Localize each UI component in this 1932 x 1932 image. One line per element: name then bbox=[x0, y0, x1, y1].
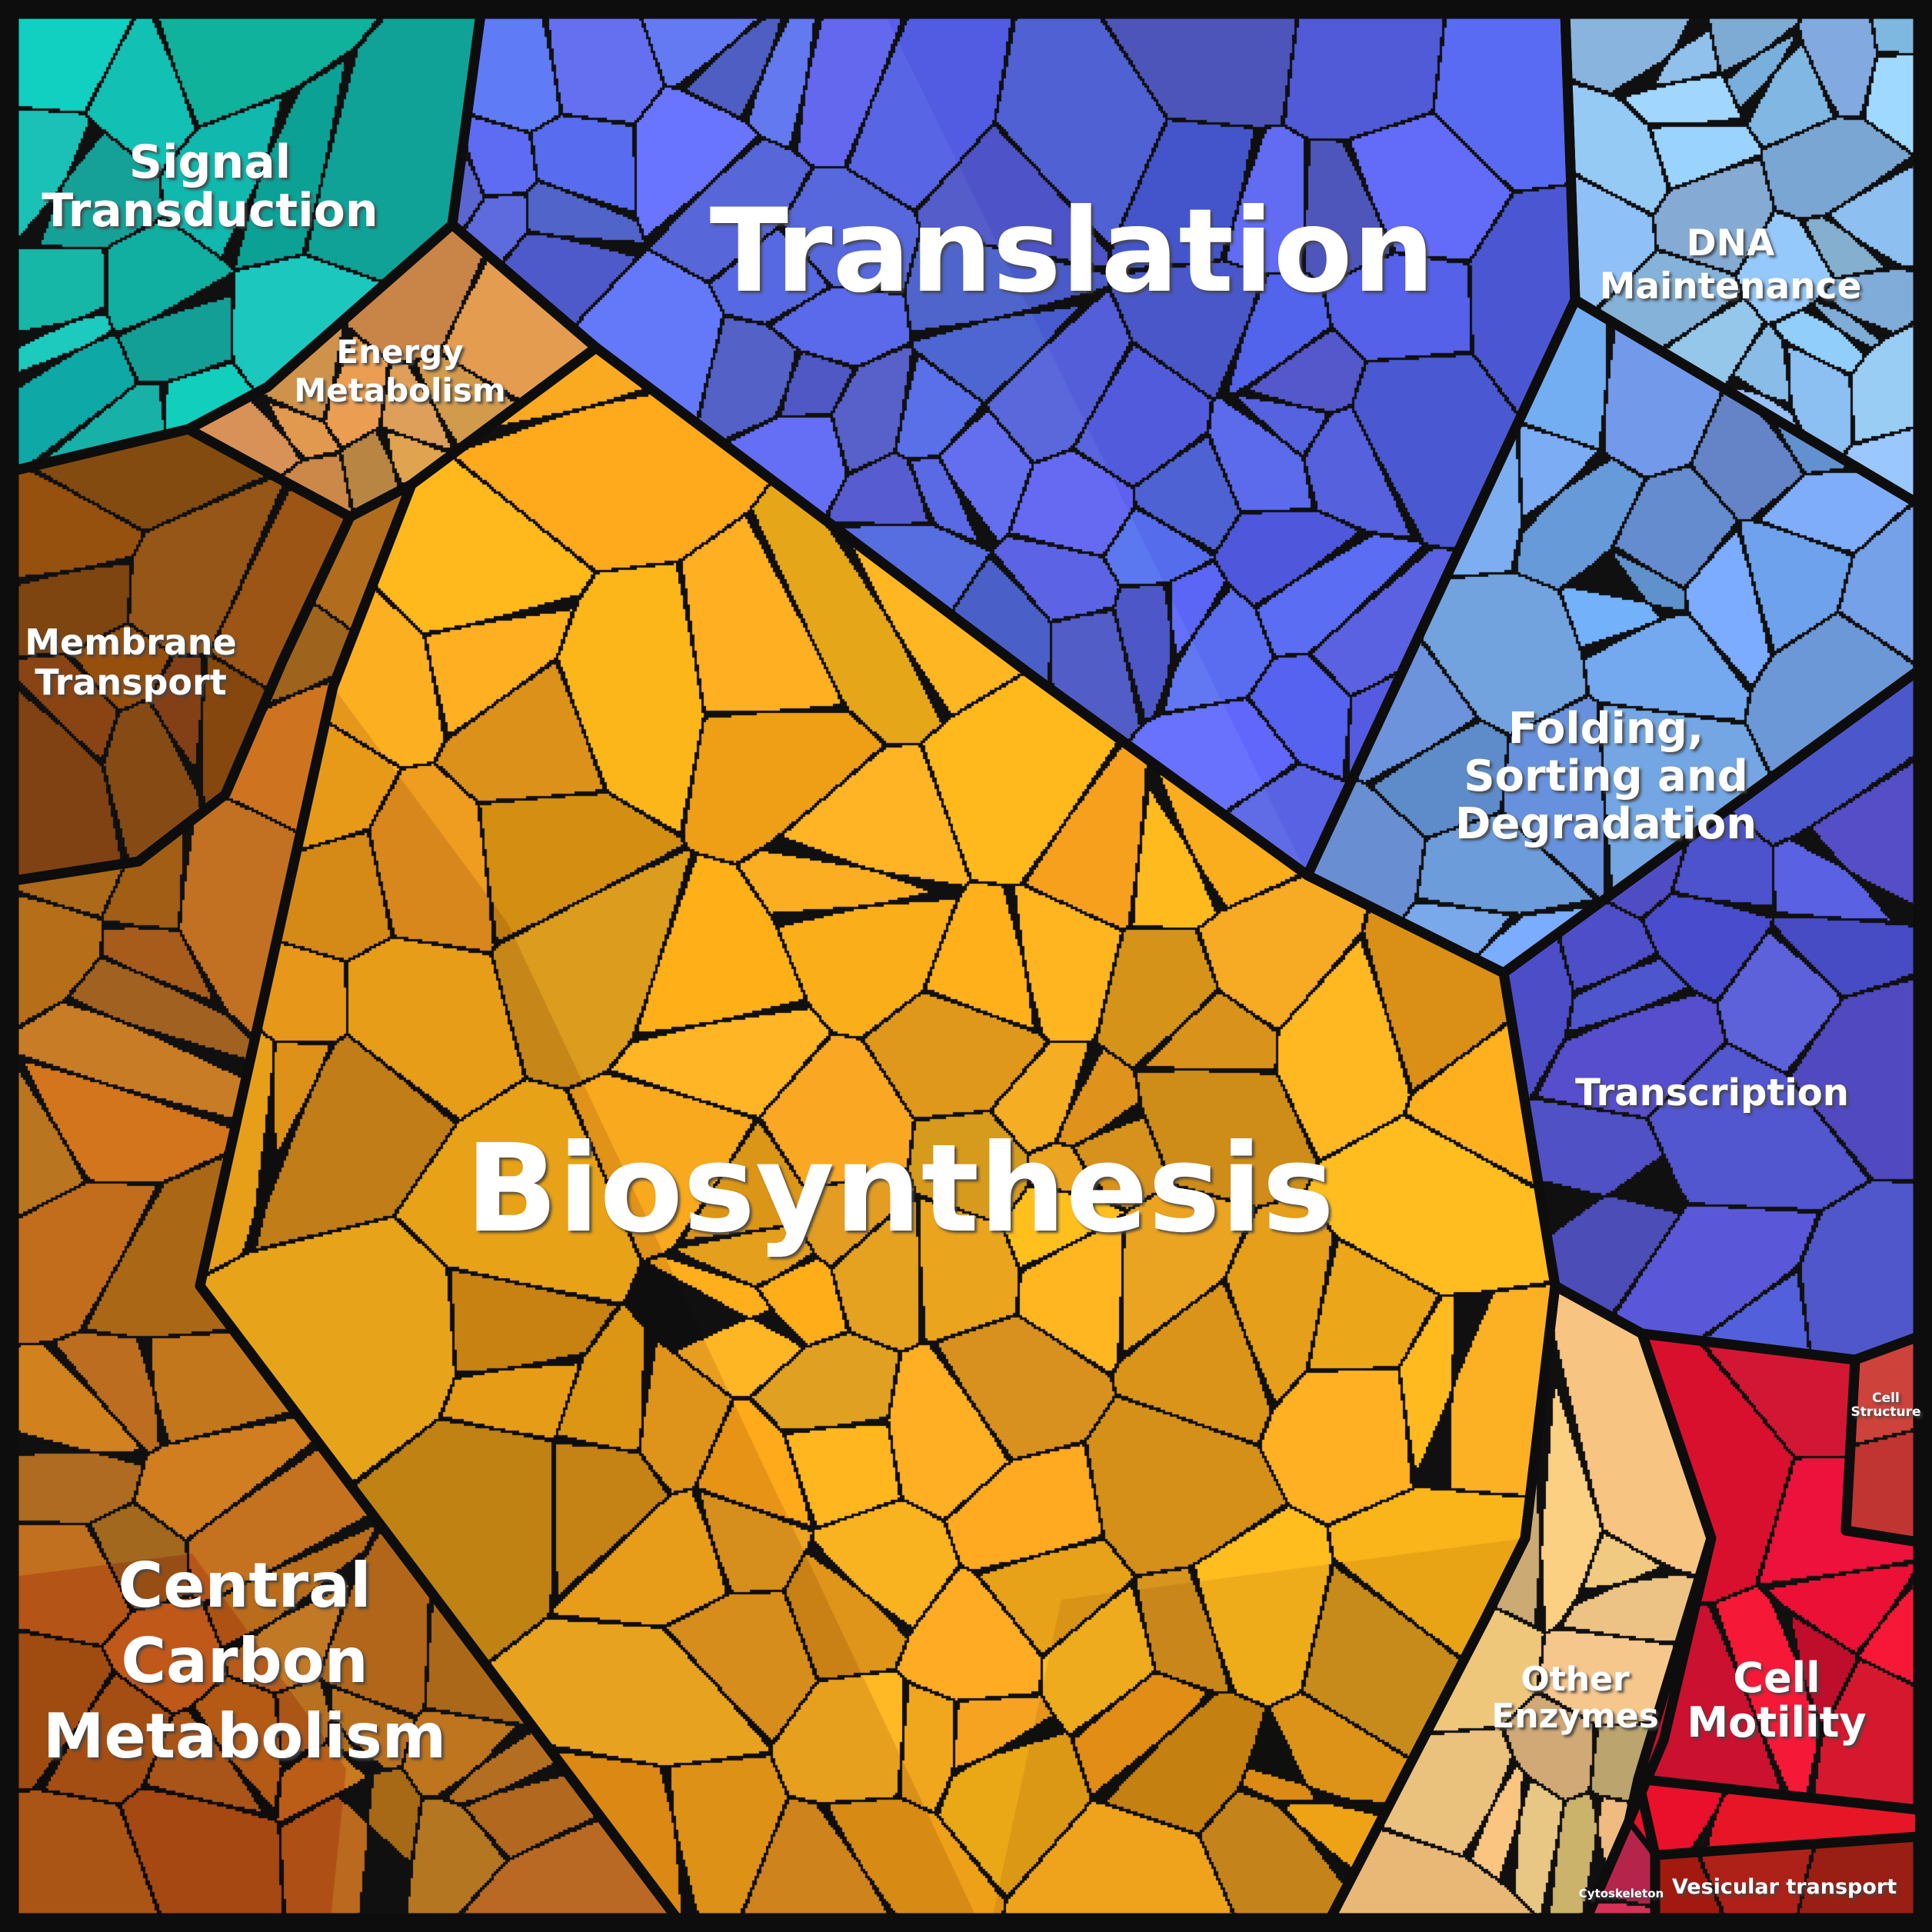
label-energy-metabolism-line2: Metabolism bbox=[294, 371, 505, 409]
label-cell-structure-line2: Structure bbox=[1850, 1404, 1920, 1420]
region-energy-metabolism bbox=[183, 219, 601, 522]
label-transcription: Transcription bbox=[1575, 1071, 1849, 1114]
region-cell-structure bbox=[1840, 1331, 1924, 1547]
label-other-enzymes-line2: Enzymes bbox=[1491, 1697, 1659, 1736]
label-biosynthesis: Biosynthesis bbox=[465, 1118, 1334, 1260]
label-dna-maintenance-line2: Maintenance bbox=[1600, 265, 1862, 308]
region-cell-motility-sub bbox=[1626, 1776, 1921, 1858]
label-signal-transduction-line2: Transduction bbox=[42, 184, 378, 238]
label-cell-structure-line1: Cell bbox=[1872, 1391, 1900, 1406]
region-translation bbox=[447, 8, 1581, 881]
label-membrane-transport-line2: Transport bbox=[35, 661, 226, 703]
label-other-enzymes-line1: Other bbox=[1521, 1660, 1630, 1699]
label-cytoskeleton: Cytoskeleton bbox=[1579, 1887, 1664, 1900]
label-folding-line1: Folding, bbox=[1508, 704, 1704, 754]
region-folding-sorting-and-degradation bbox=[1302, 295, 1924, 978]
label-signal-transduction-line1: Signal bbox=[129, 135, 291, 189]
label-folding-line2: Sorting and bbox=[1464, 751, 1748, 801]
label-cell-motility-line1: Cell bbox=[1733, 1654, 1820, 1702]
label-translation: Translation bbox=[710, 185, 1435, 318]
label-dna-maintenance-line1: DNA bbox=[1687, 222, 1775, 265]
label-central-carbon-line1: Central bbox=[118, 1550, 371, 1621]
label-folding-line3: Degradation bbox=[1455, 799, 1757, 849]
label-membrane-transport-line1: Membrane bbox=[25, 621, 237, 663]
label-vesicular-transport: Vesicular transport bbox=[1672, 1875, 1897, 1899]
label-cell-motility-line2: Motility bbox=[1687, 1698, 1866, 1747]
label-central-carbon-line3: Metabolism bbox=[43, 1700, 446, 1772]
label-central-carbon-line2: Carbon bbox=[121, 1625, 368, 1697]
label-energy-metabolism-line1: Energy bbox=[336, 333, 463, 371]
